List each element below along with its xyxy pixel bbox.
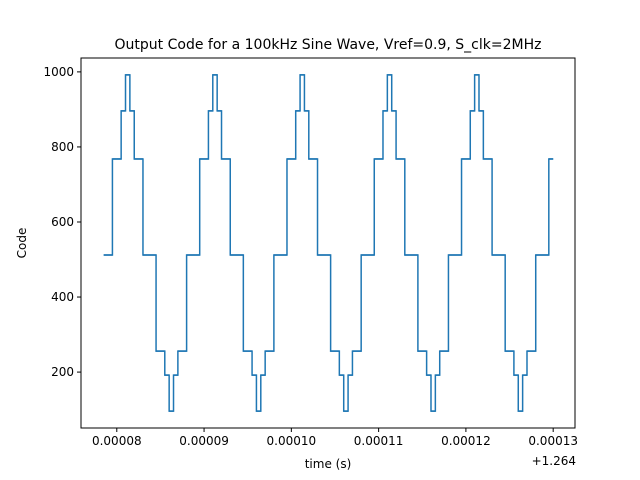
x-tick-label: 0.00013	[528, 434, 578, 448]
y-tick-label: 200	[51, 365, 74, 379]
axes-frame	[80, 57, 576, 429]
x-tick-label: 0.00010	[267, 434, 317, 448]
y-tick-label: 600	[51, 215, 74, 229]
y-tick-label: 800	[51, 140, 74, 154]
y-tick-label: 400	[51, 290, 74, 304]
chart-title: Output Code for a 100kHz Sine Wave, Vref…	[115, 37, 542, 53]
x-tick-label: 0.00008	[92, 434, 142, 448]
x-offset-label: +1.264	[532, 454, 576, 468]
x-axis-label: time (s)	[305, 457, 352, 471]
x-tick-label: 0.00009	[179, 434, 229, 448]
y-tick-label: 1000	[43, 65, 74, 79]
y-axis-label: Code	[15, 228, 29, 259]
x-tick-label: 0.00012	[441, 434, 491, 448]
x-tick-label: 0.00011	[354, 434, 404, 448]
